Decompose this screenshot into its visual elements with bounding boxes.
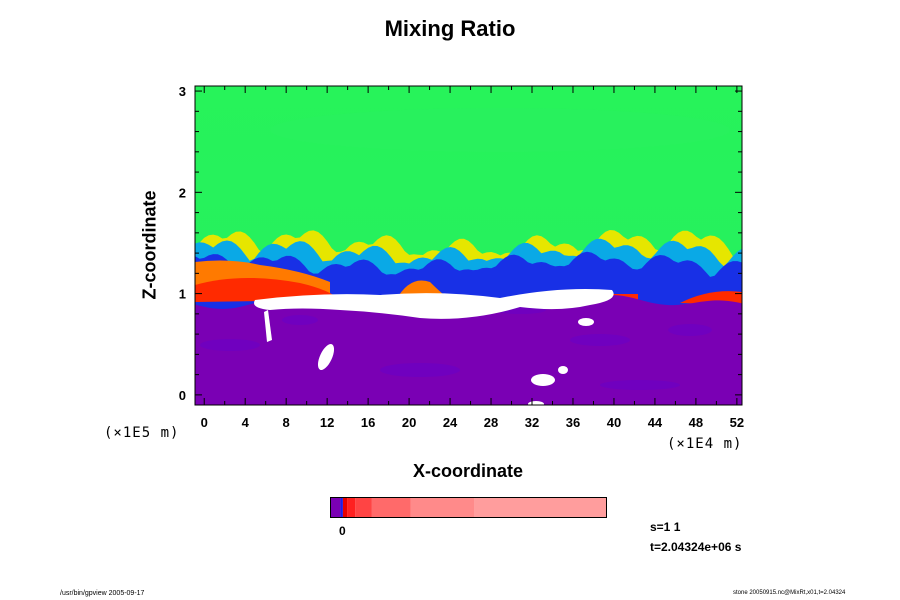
y-tick-label: 2 bbox=[179, 185, 186, 200]
colorbar-segment bbox=[330, 497, 341, 518]
masked-blob bbox=[528, 401, 544, 405]
colorbar-segment bbox=[340, 497, 343, 518]
x-tick-label: 8 bbox=[283, 415, 290, 430]
masked-blob bbox=[558, 366, 568, 374]
colorbar bbox=[330, 497, 607, 518]
upper-band bbox=[270, 108, 730, 152]
x-tick-label: 32 bbox=[525, 415, 539, 430]
eddy-structure bbox=[570, 334, 630, 346]
footer-left: /usr/bin/gpview 2005-09-17 bbox=[60, 590, 145, 597]
colorbar-segment bbox=[355, 497, 372, 518]
colorbar-tick-label: 0 bbox=[339, 524, 346, 538]
x-tick-label: 16 bbox=[361, 415, 375, 430]
annotation-block: s=1 1 t=2.04324e+06 s bbox=[650, 517, 741, 557]
colorbar-segment bbox=[342, 497, 348, 518]
footer-right: stone 20050915.nc@MixRt,x01,t=2.04324 bbox=[733, 590, 846, 596]
x-tick-label: 40 bbox=[607, 415, 621, 430]
x-tick-label: 48 bbox=[689, 415, 703, 430]
time-annotation: t=2.04324e+06 s bbox=[650, 540, 742, 554]
x-scale-label: (×1E4 m) bbox=[667, 436, 743, 452]
x-tick-label: 0 bbox=[201, 415, 208, 430]
eddy-structure bbox=[600, 380, 680, 390]
masked-drip bbox=[264, 310, 272, 342]
x-tick-label: 24 bbox=[443, 415, 458, 430]
x-tick-label: 4 bbox=[242, 415, 250, 430]
masked-blob bbox=[578, 318, 594, 326]
colorbar-segment bbox=[371, 497, 411, 518]
x-tick-label: 12 bbox=[320, 415, 334, 430]
x-tick-label: 44 bbox=[648, 415, 663, 430]
x-tick-label: 52 bbox=[730, 415, 744, 430]
y-axis-label: Z-coordinate bbox=[139, 190, 160, 300]
x-axis-label: X-coordinate bbox=[412, 461, 523, 481]
masked-band bbox=[254, 289, 614, 319]
plot-frame bbox=[194, 85, 743, 406]
eddy-structure bbox=[200, 339, 260, 351]
eddy-structure bbox=[282, 315, 318, 325]
lower-layer bbox=[195, 295, 742, 405]
eddy-structure bbox=[668, 324, 712, 336]
x-tick-label: 36 bbox=[566, 415, 580, 430]
y-tick-label: 3 bbox=[179, 84, 186, 99]
eddy-structure bbox=[380, 363, 460, 377]
masked-blob bbox=[317, 344, 335, 370]
chart-title: Mixing Ratio bbox=[384, 16, 516, 41]
step-annotation: s=1 1 bbox=[650, 520, 681, 534]
colorbar-segment bbox=[347, 497, 356, 518]
y-tick-label: 1 bbox=[179, 287, 186, 302]
x-tick-label: 28 bbox=[484, 415, 498, 430]
y-tick-label: 0 bbox=[179, 388, 186, 403]
x-tick-label: 20 bbox=[402, 415, 416, 430]
masked-blob bbox=[531, 374, 555, 386]
colorbar-segment bbox=[474, 497, 607, 518]
y-scale-label: (×1E5 m) bbox=[104, 425, 180, 441]
colorbar-segment bbox=[410, 497, 475, 518]
